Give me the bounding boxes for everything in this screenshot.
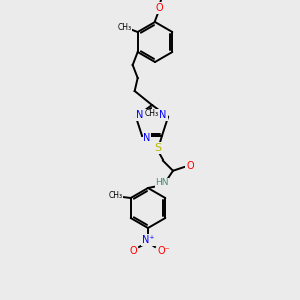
Text: N⁺: N⁺: [142, 235, 154, 245]
Text: O: O: [186, 161, 194, 171]
Text: N: N: [143, 133, 151, 143]
Text: N: N: [136, 110, 143, 120]
Text: O: O: [129, 246, 137, 256]
Text: O: O: [155, 3, 163, 13]
Text: HN: HN: [155, 178, 169, 187]
Text: CH₃: CH₃: [118, 23, 132, 32]
Text: N: N: [160, 110, 167, 120]
Text: O⁻: O⁻: [158, 246, 170, 256]
Text: S: S: [154, 143, 162, 153]
Text: CH₃: CH₃: [145, 109, 159, 118]
Text: CH₃: CH₃: [109, 191, 123, 200]
